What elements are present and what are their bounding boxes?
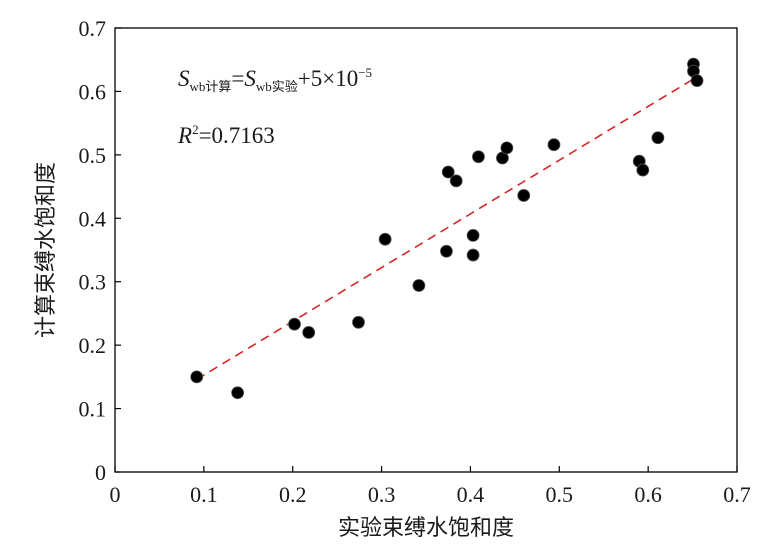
y-axis-ticks: 0 0.1 0.2 0.3 0.4 0.5 0.6 0.7: [79, 16, 121, 485]
y-tick-label: 0.5: [79, 143, 107, 168]
data-point: [500, 141, 514, 155]
data-point: [302, 326, 316, 339]
data-point: [412, 279, 426, 292]
data-point: [547, 138, 561, 152]
x-axis-ticks: 0 0.1 0.2 0.3 0.4 0.5 0.6 0.7: [110, 466, 751, 507]
y-tick-label: 0.7: [79, 16, 107, 41]
plot-frame: [114, 27, 738, 473]
x-tick-label: 0.6: [634, 482, 662, 507]
data-point: [651, 131, 665, 145]
data-points: [190, 57, 704, 400]
data-point: [517, 189, 531, 202]
data-point: [190, 370, 204, 384]
y-tick-label: 0.4: [79, 206, 107, 231]
r-squared-annotation: R2=0.7163: [177, 122, 275, 148]
y-tick-label: 0: [95, 460, 106, 485]
x-tick-label: 0.3: [368, 482, 396, 507]
x-tick-label: 0.2: [279, 482, 307, 507]
fit-line: [196, 76, 698, 381]
y-tick-label: 0.1: [79, 397, 107, 422]
data-point: [441, 165, 455, 179]
data-point: [231, 386, 245, 400]
x-tick-label: 0.1: [190, 482, 218, 507]
x-tick-label: 0.7: [723, 482, 751, 507]
data-point: [352, 315, 365, 329]
x-tick-label: 0.5: [546, 482, 574, 507]
y-axis-title: 计算束缚水饱和度: [34, 162, 59, 338]
data-point: [472, 150, 485, 164]
x-tick-label: 0: [110, 482, 121, 507]
data-point: [636, 163, 650, 177]
data-point: [378, 232, 392, 246]
equation-annotation: Swb计算=Swb实验+5×10−5: [178, 65, 372, 94]
data-point: [440, 244, 453, 258]
y-tick-label: 0.2: [79, 333, 107, 358]
data-point: [449, 174, 463, 188]
y-tick-label: 0.6: [79, 79, 107, 104]
data-point: [690, 74, 704, 88]
data-point: [288, 317, 301, 331]
data-point: [466, 229, 480, 242]
data-point: [466, 248, 480, 262]
y-tick-label: 0.3: [79, 270, 107, 295]
x-axis-title: 实验束缚水饱和度: [338, 516, 514, 541]
x-tick-label: 0.4: [457, 482, 485, 507]
